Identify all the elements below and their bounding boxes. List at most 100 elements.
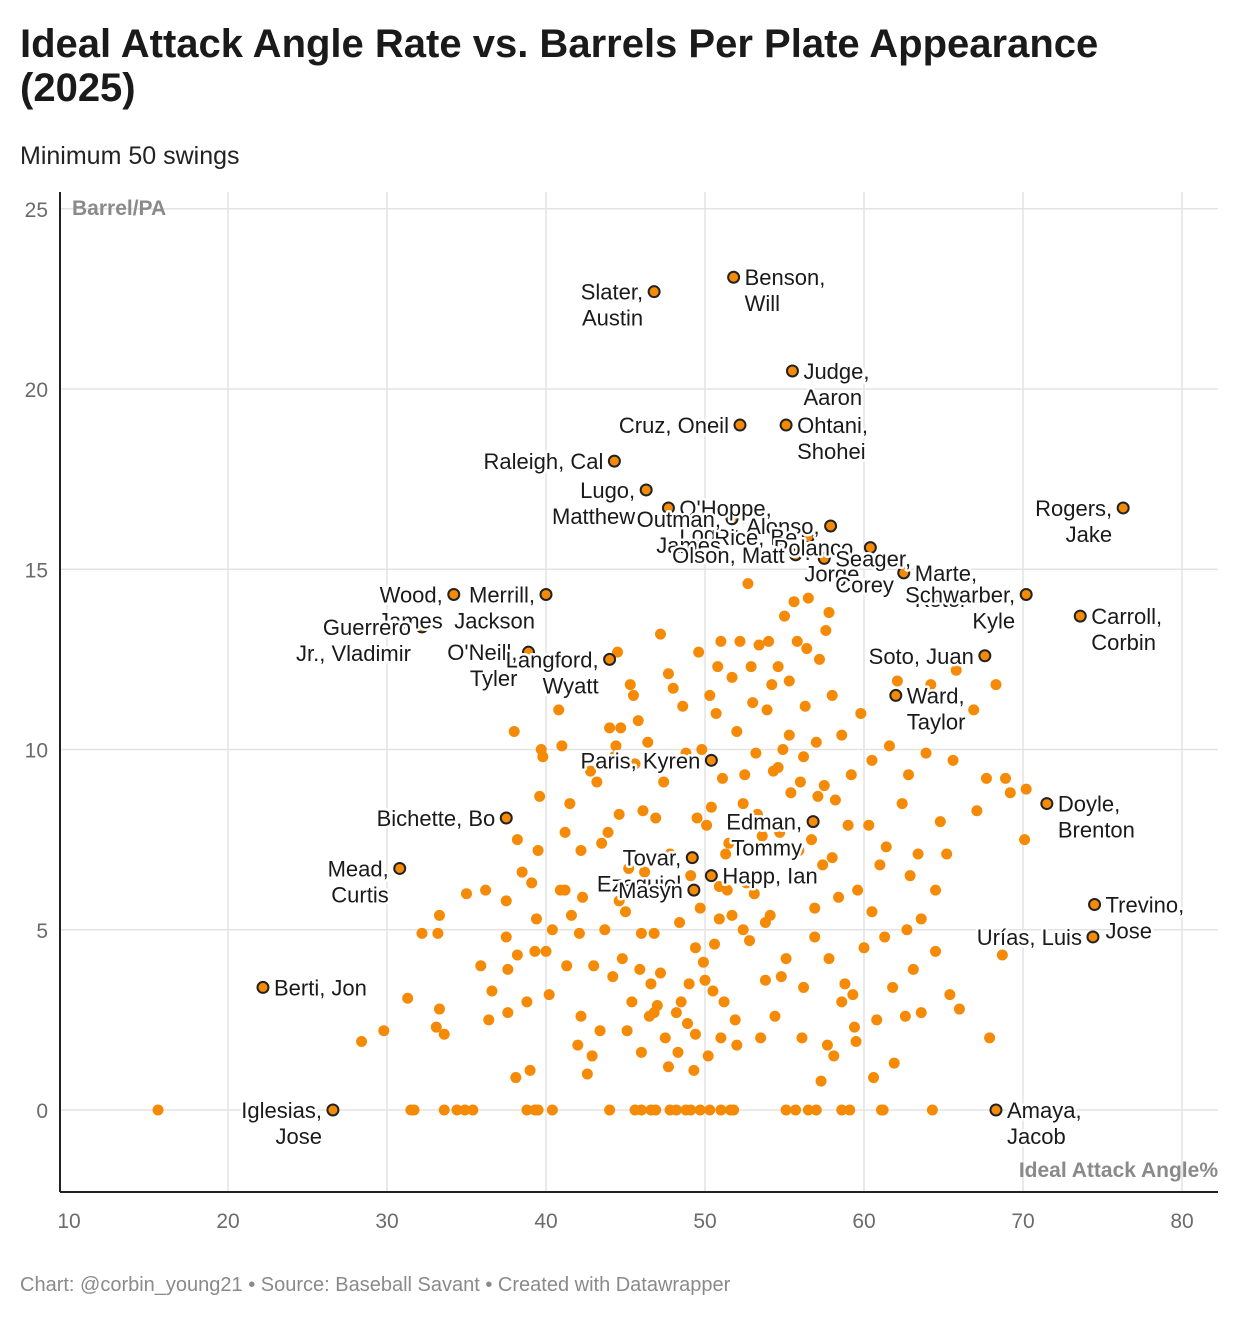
data-point: [480, 884, 492, 896]
axes: 0 5 10 15 20 25 10 20 30 40 50 60 70 80: [25, 192, 1218, 1233]
data-point: [971, 805, 983, 817]
data-point: [759, 917, 771, 929]
data-point: [612, 646, 624, 658]
data-point: [694, 1104, 706, 1116]
point-label: Jake: [1066, 522, 1112, 547]
data-point: [532, 844, 544, 856]
data-point: [623, 862, 635, 874]
data-point: [648, 1007, 660, 1019]
data-point: [662, 1061, 674, 1073]
data-point: [559, 826, 571, 838]
point-label: Seager,: [835, 546, 911, 571]
data-point: [780, 953, 792, 965]
data-point: [790, 1104, 802, 1116]
y-axis-label: Barrel/PA: [72, 197, 166, 220]
y-tick-label: 0: [36, 1100, 48, 1123]
point-label: Schwarber,: [905, 582, 1015, 607]
data-point: [565, 909, 577, 921]
highlighted-point: [393, 861, 407, 875]
point-label: Urías, Luis: [977, 925, 1082, 950]
data-point: [540, 945, 552, 957]
highlighted-point: [806, 815, 820, 829]
data-point: [634, 963, 646, 975]
data-point: [702, 1050, 714, 1062]
data-point: [891, 675, 903, 687]
data-point: [680, 747, 692, 759]
highlighted-point: [1073, 609, 1087, 623]
data-point: [801, 643, 813, 655]
data-point: [947, 754, 959, 766]
point-label: Kyle: [972, 608, 1015, 633]
data-point: [632, 715, 644, 727]
data-point: [624, 679, 636, 691]
data-point: [915, 1007, 927, 1019]
data-point: [899, 1010, 911, 1022]
point-label: Jacob: [1007, 1124, 1066, 1149]
data-point: [990, 679, 1002, 691]
point-label: Happ, Ian: [722, 864, 817, 889]
data-point: [866, 754, 878, 766]
data-point: [585, 765, 597, 777]
point-label: Brenton: [1058, 818, 1135, 843]
data-point: [799, 700, 811, 712]
data-point: [980, 772, 992, 784]
highlighted-point: [685, 851, 699, 865]
data-point: [852, 884, 864, 896]
data-point: [546, 924, 558, 936]
data-point: [809, 902, 821, 914]
highlighted-point: [801, 530, 815, 544]
highlighted-point: [499, 811, 513, 825]
data-point: [588, 960, 600, 972]
data-point: [944, 989, 956, 1001]
data-point: [697, 956, 709, 968]
data-point: [907, 963, 919, 975]
data-points: [152, 578, 1032, 1116]
data-point: [438, 1104, 450, 1116]
x-tick-label: 80: [1170, 1210, 1193, 1233]
highlighted-point: [1019, 587, 1033, 601]
x-tick-label: 20: [216, 1210, 239, 1233]
point-label: Iglesias,: [241, 1098, 322, 1123]
data-point: [650, 1104, 662, 1116]
data-point: [883, 740, 895, 752]
point-label: Alonso,: [746, 514, 819, 539]
data-point: [694, 902, 706, 914]
highlighted-point: [779, 418, 793, 432]
data-point: [863, 819, 875, 831]
data-point: [783, 729, 795, 741]
data-point: [845, 769, 857, 781]
chart-title: Ideal Attack Angle Rate vs. Barrels Per …: [20, 22, 1099, 110]
y-tick-label: 10: [25, 740, 48, 763]
data-point: [780, 1104, 792, 1116]
point-label: Raleigh, Cal: [484, 449, 604, 474]
data-point: [729, 1014, 741, 1026]
data-point: [461, 888, 472, 900]
data-point: [613, 895, 625, 907]
highlighted-points: [256, 270, 1130, 1117]
highlighted-point: [1088, 898, 1102, 912]
point-label: James: [656, 533, 721, 558]
data-point: [740, 877, 752, 889]
point-label: Slater,: [581, 280, 643, 305]
data-point: [812, 790, 824, 802]
data-point: [896, 798, 908, 810]
data-point: [577, 891, 589, 903]
data-point: [610, 740, 622, 752]
point-label: Jose: [1106, 919, 1152, 944]
highlighted-point: [661, 501, 675, 515]
data-point: [953, 1003, 965, 1015]
highlighted-point: [733, 418, 747, 432]
data-point: [575, 1010, 587, 1022]
data-point: [779, 610, 790, 622]
y-tick-label: 15: [25, 559, 48, 582]
data-point: [693, 646, 705, 658]
data-point: [917, 693, 929, 705]
data-point: [378, 1025, 390, 1037]
data-point: [627, 689, 639, 701]
point-label: Langford,: [506, 647, 599, 672]
data-point: [920, 747, 932, 759]
data-point: [726, 671, 738, 683]
data-point: [710, 707, 722, 719]
data-point: [615, 722, 627, 734]
highlighted-point: [415, 620, 429, 634]
